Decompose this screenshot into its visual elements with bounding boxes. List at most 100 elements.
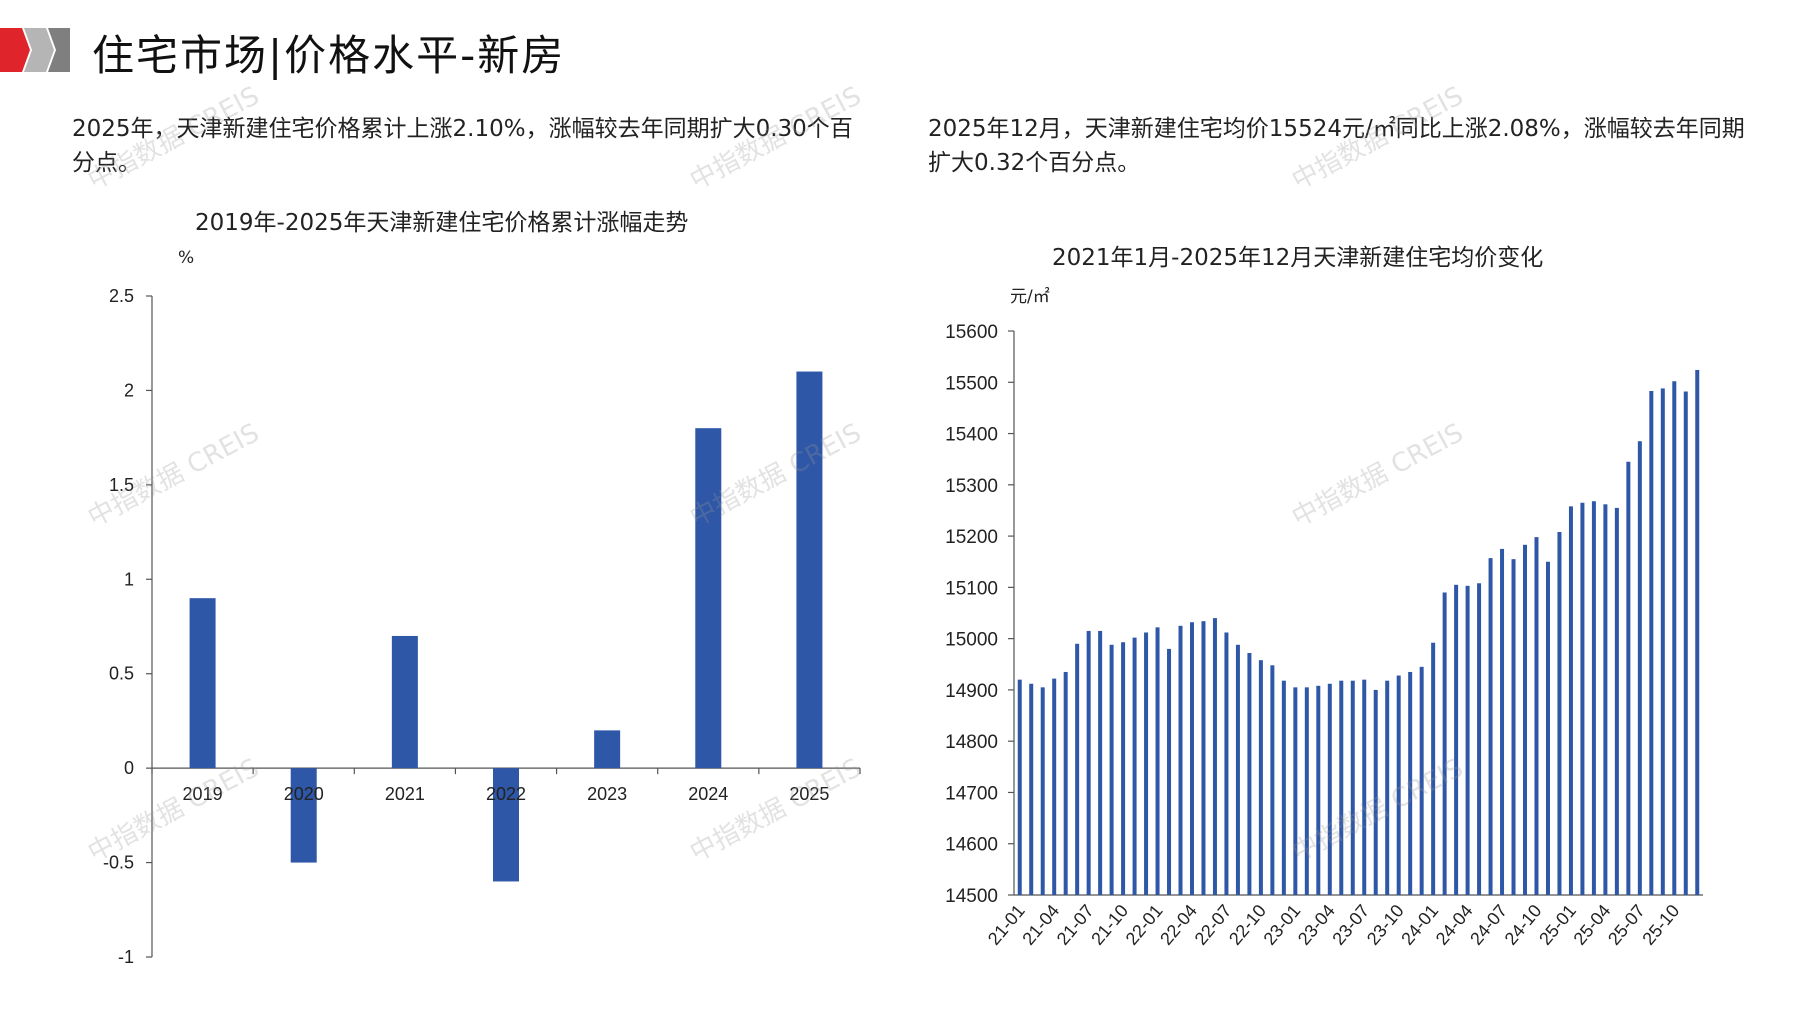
right-bar <box>1086 630 1091 895</box>
right-bar <box>1695 369 1700 895</box>
right-x-tick-label: 25-04 <box>1570 901 1615 949</box>
right-bar <box>1327 683 1332 895</box>
right-x-tick-label: 24-07 <box>1466 901 1511 949</box>
right-bar <box>1316 685 1321 895</box>
right-y-tick-label: 14700 <box>945 783 998 804</box>
right-bar <box>1362 679 1367 895</box>
right-x-tick-label: 25-07 <box>1604 901 1649 949</box>
right-y-tick-label: 15600 <box>945 322 998 343</box>
right-y-tick-label: 15200 <box>945 527 998 548</box>
right-bar <box>1580 502 1585 895</box>
right-bar <box>1568 506 1573 895</box>
right-bar <box>1201 621 1206 895</box>
left-x-tick-label: 2023 <box>587 784 627 804</box>
right-bar <box>1189 622 1194 895</box>
right-bar <box>1212 618 1217 895</box>
right-bar <box>1052 678 1057 895</box>
right-bar <box>1626 461 1631 895</box>
right-bar <box>1500 548 1505 895</box>
right-x-tick-label: 23-04 <box>1294 901 1339 949</box>
right-bar <box>1121 642 1126 895</box>
right-bar <box>1545 561 1550 895</box>
right-bar <box>1614 507 1619 895</box>
right-x-tick-label: 22-01 <box>1122 901 1167 949</box>
right-x-tick-label: 24-01 <box>1397 901 1442 949</box>
right-x-tick-label: 21-04 <box>1018 901 1063 949</box>
right-y-tick-label: 15100 <box>945 578 998 599</box>
right-y-tick-label: 14500 <box>945 886 998 907</box>
brand-logo <box>0 28 70 72</box>
right-bar <box>1293 687 1298 895</box>
right-x-tick-label: 21-07 <box>1053 901 1098 949</box>
right-y-tick-label: 15300 <box>945 476 998 497</box>
left-bar <box>594 730 621 769</box>
right-bar <box>1672 381 1677 895</box>
right-bar <box>1098 630 1103 895</box>
left-y-tick-label: 2.5 <box>109 286 134 306</box>
right-x-tick-label: 21-10 <box>1087 901 1132 949</box>
right-y-tick-label: 14900 <box>945 681 998 702</box>
right-bar <box>1431 642 1436 895</box>
right-chart-title: 2021年1月-2025年12月天津新建住宅均价变化 <box>1052 245 1544 271</box>
right-bar <box>1235 644 1240 895</box>
right-bar <box>1454 584 1459 895</box>
right-x-tick-label: 24-04 <box>1432 901 1477 949</box>
right-bar <box>1155 627 1160 895</box>
left-chart-unit: % <box>178 248 195 268</box>
left-bar <box>391 635 418 769</box>
right-x-tick-label: 22-07 <box>1191 901 1236 949</box>
left-bar <box>796 371 823 769</box>
right-x-tick-label: 23-01 <box>1259 901 1304 949</box>
left-y-tick-label: -1 <box>118 947 134 967</box>
right-bar <box>1511 559 1516 895</box>
right-y-tick-label: 15400 <box>945 425 998 446</box>
right-bar <box>1040 687 1045 895</box>
left-y-tick-label: -0.5 <box>103 853 134 873</box>
right-y-tick-label: 14800 <box>945 732 998 753</box>
right-bar <box>1603 504 1608 895</box>
right-bar <box>1637 441 1642 895</box>
left-bar <box>189 598 216 769</box>
left-x-tick-label: 2019 <box>183 784 223 804</box>
left-x-tick-label: 2020 <box>284 784 324 804</box>
right-bar <box>1029 683 1034 895</box>
right-bar <box>1224 632 1229 895</box>
right-bar <box>1339 680 1344 895</box>
right-bar <box>1132 637 1137 895</box>
right-x-tick-label: 23-10 <box>1363 901 1408 949</box>
right-bar <box>1385 680 1390 895</box>
right-bar <box>1247 652 1252 895</box>
right-bar <box>1063 671 1068 895</box>
right-chart-unit: 元/㎡ <box>1010 287 1050 307</box>
right-bar <box>1649 390 1654 895</box>
right-bar <box>1017 679 1022 895</box>
left-y-tick-label: 0.5 <box>109 664 134 684</box>
right-x-tick-label: 21-01 <box>984 901 1029 949</box>
right-bar <box>1477 583 1482 895</box>
left-y-tick-label: 1.5 <box>109 475 134 495</box>
left-bar <box>493 768 519 882</box>
right-description: 2025年12月，天津新建住宅均价15524元/㎡同比上涨2.08%，涨幅较去年… <box>928 116 1745 176</box>
left-x-tick-label: 2021 <box>385 784 425 804</box>
right-bar <box>1178 625 1183 895</box>
page-title: 住宅市场|价格水平-新房 <box>92 31 566 80</box>
right-bar <box>1557 531 1562 895</box>
left-y-tick-label: 0 <box>124 758 134 778</box>
right-y-tick-label: 14600 <box>945 835 998 856</box>
right-bar <box>1465 585 1470 895</box>
right-x-tick-label: 22-04 <box>1156 901 1201 949</box>
right-bar <box>1373 689 1378 895</box>
right-x-tick-label: 25-10 <box>1638 901 1683 949</box>
right-x-tick-label: 25-01 <box>1535 901 1580 949</box>
right-bar <box>1396 675 1401 895</box>
right-y-tick-label: 15500 <box>945 373 998 394</box>
right-bar <box>1408 671 1413 895</box>
right-bar <box>1683 391 1688 895</box>
right-bar <box>1591 501 1596 895</box>
left-chart-title: 2019年-2025年天津新建住宅价格累计涨幅走势 <box>195 210 689 236</box>
right-bar <box>1419 666 1424 895</box>
left-x-tick-label: 2025 <box>789 784 829 804</box>
left-y-tick-label: 2 <box>124 380 134 400</box>
left-bar <box>290 768 317 863</box>
